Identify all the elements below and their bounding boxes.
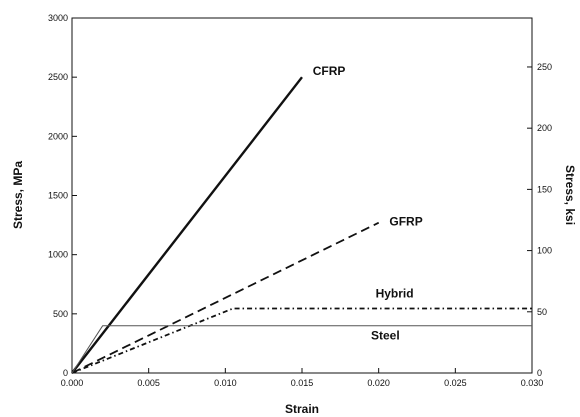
y-axis-title: Stress, MPa xyxy=(11,161,25,229)
right-y-axis-ticks: 0 50 100 150 200 250 xyxy=(527,62,552,378)
y-tick-label: 1500 xyxy=(48,191,68,201)
x-axis-title: Strain xyxy=(285,402,319,416)
right-y-tick-label: 250 xyxy=(537,62,552,72)
y-axis-ticks: 0 500 1000 1500 2000 2500 3000 xyxy=(48,13,77,378)
y-tick-label: 2000 xyxy=(48,131,68,141)
y-tick-label: 3000 xyxy=(48,13,68,23)
y-tick-label: 2500 xyxy=(48,72,68,82)
x-tick-label: 0.010 xyxy=(214,378,237,388)
right-y-tick-label: 50 xyxy=(537,307,547,317)
y-tick-label: 500 xyxy=(53,309,68,319)
right-y-tick-label: 0 xyxy=(537,368,542,378)
x-tick-label: 0.015 xyxy=(291,378,314,388)
series-label-hybrid: Hybrid xyxy=(376,286,414,300)
series-gfrp-line xyxy=(71,221,380,374)
x-tick-label: 0.005 xyxy=(137,378,160,388)
x-axis-ticks: 0.000 0.005 0.010 0.015 0.020 0.025 0.030 xyxy=(61,368,544,388)
x-tick-label: 0.020 xyxy=(367,378,390,388)
x-tick-label: 0.030 xyxy=(521,378,544,388)
series-label-steel: Steel xyxy=(371,328,400,342)
y-tick-label: 0 xyxy=(63,368,68,378)
series-cfrp-line xyxy=(71,76,303,374)
right-y-tick-label: 200 xyxy=(537,123,552,133)
x-tick-label: 0.000 xyxy=(61,378,84,388)
series-hybrid-line xyxy=(71,307,532,374)
right-y-tick-label: 100 xyxy=(537,246,552,256)
series-steel-line xyxy=(71,325,532,374)
x-tick-label: 0.025 xyxy=(444,378,467,388)
y-tick-label: 1000 xyxy=(48,250,68,260)
series-label-gfrp: GFRP xyxy=(389,215,422,229)
right-y-axis-title: Stress, ksi xyxy=(563,165,577,225)
series-label-layer: CFRP GFRP Hybrid Steel xyxy=(313,64,423,342)
series-layer xyxy=(71,76,532,374)
series-label-cfrp: CFRP xyxy=(313,64,346,78)
plot-frame xyxy=(71,17,533,374)
right-y-tick-label: 150 xyxy=(537,184,552,194)
